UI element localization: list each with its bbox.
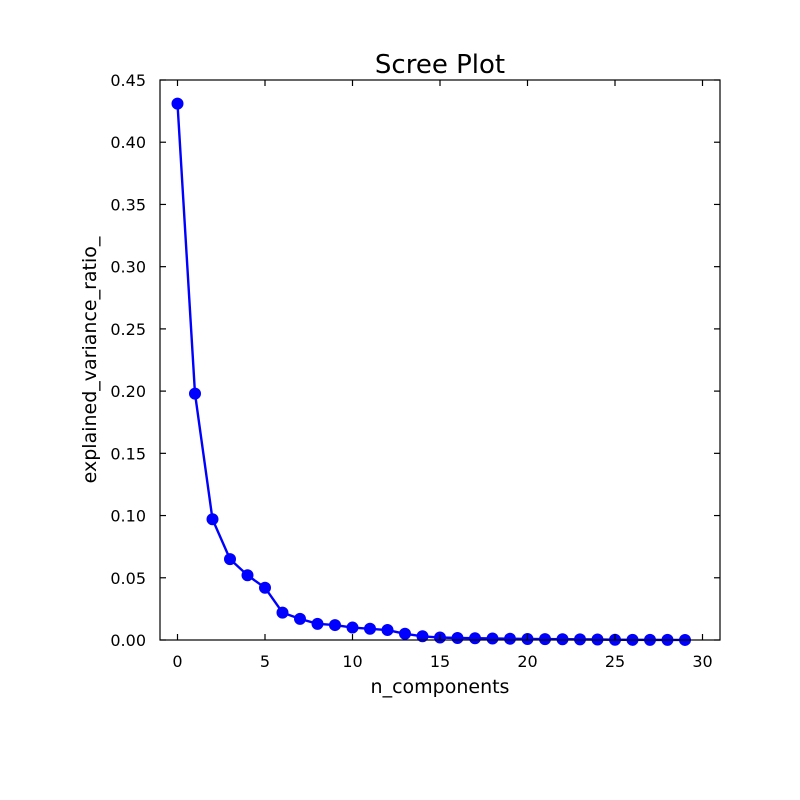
y-axis-label: explained_variance_ratio_ [79,236,101,483]
data-point [206,513,219,526]
y-tick-label: 0.45 [110,71,146,90]
data-point [224,553,236,566]
data-point [171,97,184,110]
y-tick-label: 0.25 [110,320,146,339]
x-tick-label: 25 [605,652,625,671]
y-tick-label: 0.40 [110,133,146,152]
data-point [381,624,394,637]
data-point [294,612,306,625]
data-point [451,632,464,645]
axes: 0 5 10 15 20 25 30 0.00 0.05 0.10 0.15 0.20 0.25 0.30… [110,71,720,671]
x-tick-label: 10 [342,652,362,671]
x-tick-label: 0 [172,652,182,671]
x-tick-label: 5 [260,652,270,671]
y-tick-label: 0.30 [110,258,146,277]
data-point [364,622,376,635]
data-point [311,617,324,630]
y-tick-label: 0.10 [110,507,146,526]
x-tick-label: 30 [692,652,712,671]
data-point [259,581,271,594]
data-point [504,632,516,645]
x-axis-label: n_components [371,676,510,698]
data-point [399,627,411,640]
y-tick-label: 0.05 [110,569,146,588]
x-tick-label: 15 [430,652,450,671]
data-point [189,387,201,400]
y-tick-label: 0.15 [110,444,146,463]
data-point [469,632,481,645]
data-point [416,630,429,643]
data-point [276,606,289,619]
data-point [346,621,359,634]
data-point [556,633,569,646]
data-point [539,633,551,646]
data-point [241,569,254,582]
data-point [574,633,586,646]
y-tick-label: 0.20 [110,382,146,401]
chart-title: Scree Plot [375,50,505,80]
y-tick-label: 0.35 [110,195,146,214]
data-point [486,632,499,645]
data-point [329,619,341,632]
y-tick-label: 0.00 [110,631,146,650]
x-tick-label: 20 [517,652,537,671]
